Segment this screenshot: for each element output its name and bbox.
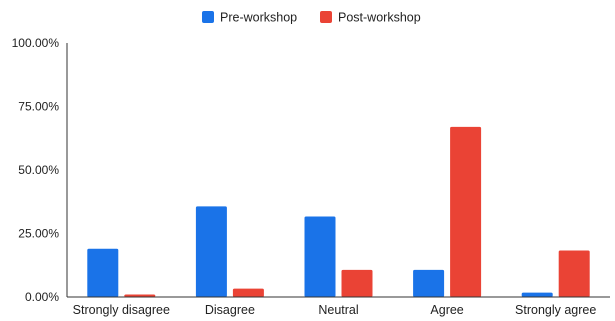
chart-legend: Pre-workshop Post-workshop <box>202 11 421 25</box>
bar-pre-neutral <box>304 216 336 297</box>
y-tick-label: 75.00% <box>18 100 59 114</box>
bar-pre-agree <box>413 269 445 297</box>
legend-label: Post-workshop <box>338 11 421 25</box>
y-axis: 0.00% 25.00% 50.00% 75.00% 100.00% <box>12 36 68 304</box>
legend-item: Post-workshop <box>320 11 421 25</box>
bar-post-strongly-agree <box>558 250 590 297</box>
x-tick-label: Strongly disagree <box>73 303 170 317</box>
y-tick-label: 25.00% <box>18 227 59 241</box>
bar-post-disagree <box>232 288 264 297</box>
x-tick-label: Neutral <box>318 303 358 317</box>
plot-area <box>87 126 590 297</box>
legend-swatch <box>202 11 214 23</box>
bar-post-agree <box>450 126 482 297</box>
legend-item: Pre-workshop <box>202 11 297 25</box>
y-tick-label: 100.00% <box>12 36 60 50</box>
legend-swatch <box>320 11 332 23</box>
x-tick-label: Agree <box>430 303 463 317</box>
y-tick-label: 50.00% <box>18 163 59 177</box>
x-tick-label: Disagree <box>205 303 255 317</box>
bar-pre-disagree <box>195 206 227 297</box>
x-tick-label: Strongly agree <box>515 303 596 317</box>
y-tick-label: 0.00% <box>25 290 59 304</box>
bar-pre-strongly-agree <box>521 292 553 297</box>
bar-pre-strongly-disagree <box>87 248 119 297</box>
bar-post-strongly-disagree <box>124 294 156 297</box>
x-axis: Strongly disagree Disagree Neutral Agree Str… <box>67 296 610 317</box>
bar-post-neutral <box>341 269 373 297</box>
legend-label: Pre-workshop <box>220 11 297 25</box>
